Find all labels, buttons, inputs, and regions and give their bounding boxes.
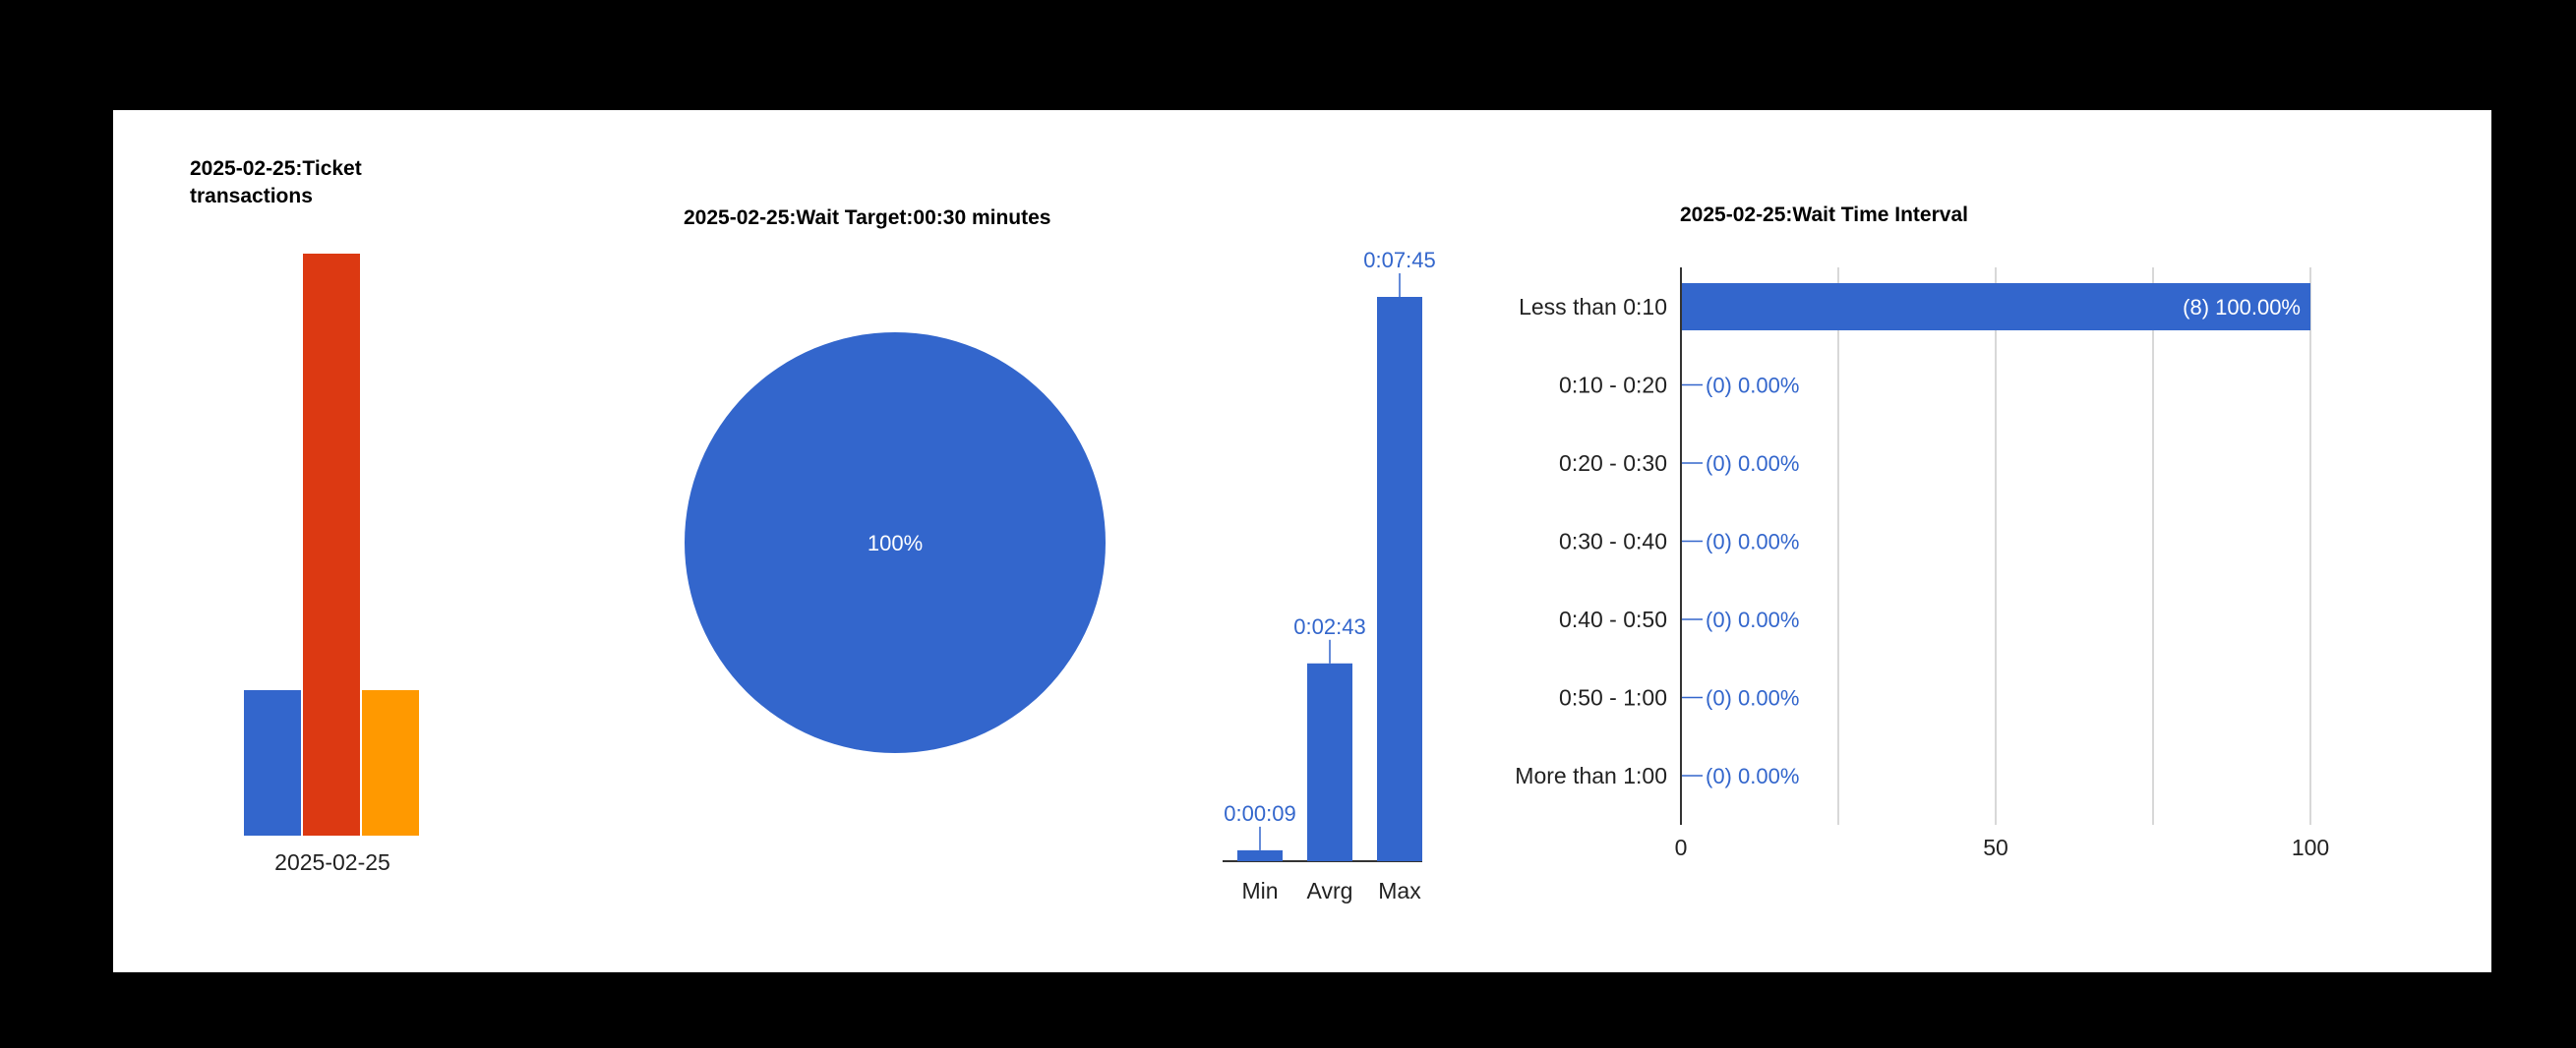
wait-time-interval-chart: 2025-02-25:Wait Time Interval 0 50 100 Less… (1515, 204, 2329, 860)
bar (1377, 297, 1422, 861)
y-tick-label: Less than 0:10 (1519, 294, 1667, 320)
chart-title-line-2: transactions (190, 185, 313, 207)
data-label: 0:07:45 (1363, 248, 1435, 272)
dashboard-panel: 2025-02-25:Ticket transactions 2025-02-2… (113, 110, 2491, 972)
wait-target-chart: 2025-02-25:Wait Target:00:30 minutes 100… (684, 206, 1106, 753)
charts-canvas: 2025-02-25:Ticket transactions 2025-02-2… (190, 157, 2329, 903)
x-tick-label: 50 (1983, 835, 2008, 860)
x-tick-label: Min (1241, 878, 1278, 903)
data-label: (0) 0.00% (1706, 608, 1799, 632)
y-tick-label: 0:10 - 0:20 (1559, 373, 1667, 398)
x-tick-label: 100 (2292, 835, 2329, 860)
data-label: 0:00:09 (1224, 801, 1295, 826)
y-tick-label: 0:20 - 0:30 (1559, 450, 1667, 476)
bar (1681, 283, 2310, 330)
pie-slice-label: 100% (868, 531, 923, 555)
chart-title: 2025-02-25:Wait Target:00:30 minutes (684, 206, 1050, 229)
y-tick-label: 0:30 - 0:40 (1559, 529, 1667, 554)
bar (1237, 849, 1283, 861)
data-label: (0) 0.00% (1706, 451, 1799, 476)
data-label: (8) 100.00% (2183, 295, 2301, 320)
wait-time-stats-chart: 0:00:09 Min 0:02:43 Avrg 0:07:45 Max (1223, 248, 1436, 903)
bar (362, 690, 419, 836)
x-tick-label: 2025-02-25 (274, 849, 390, 875)
bar (244, 690, 301, 836)
y-tick-label: 0:50 - 1:00 (1559, 685, 1667, 711)
data-label: 0:02:43 (1293, 614, 1365, 639)
data-label: (0) 0.00% (1706, 374, 1799, 398)
y-tick-label: More than 1:00 (1515, 763, 1667, 788)
y-tick-label: 0:40 - 0:50 (1559, 607, 1667, 632)
bar (1307, 663, 1352, 861)
x-tick-label: 0 (1675, 835, 1688, 860)
ticket-transactions-chart: 2025-02-25:Ticket transactions 2025-02-2… (190, 157, 419, 875)
chart-title-line-1: 2025-02-25:Ticket (190, 157, 362, 180)
data-label: (0) 0.00% (1706, 530, 1799, 554)
pie-slice (685, 332, 1106, 753)
x-tick-label: Avrg (1307, 878, 1353, 903)
bar (303, 254, 360, 836)
chart-title: 2025-02-25:Wait Time Interval (1680, 204, 1968, 226)
data-label: (0) 0.00% (1706, 686, 1799, 711)
data-label: (0) 0.00% (1706, 764, 1799, 788)
x-tick-label: Max (1378, 878, 1421, 903)
